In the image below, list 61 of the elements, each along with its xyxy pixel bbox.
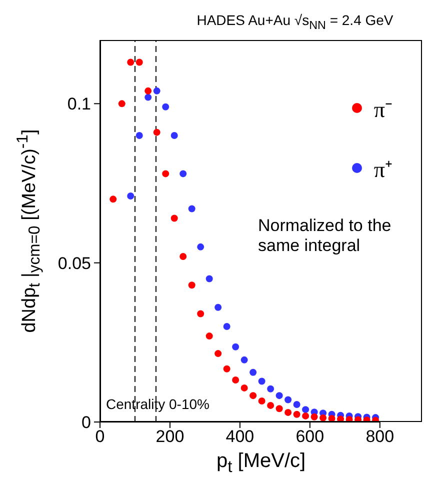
point <box>188 282 196 289</box>
point <box>240 384 248 392</box>
point <box>276 392 283 400</box>
point <box>258 378 266 385</box>
point <box>276 405 283 412</box>
point <box>188 205 196 212</box>
point <box>293 400 300 408</box>
point <box>144 94 152 101</box>
x-tick-label: 800 <box>366 427 394 446</box>
point <box>136 132 143 139</box>
point <box>284 396 292 404</box>
point <box>293 410 300 418</box>
point <box>153 128 160 136</box>
legend-label: π⁻ <box>374 96 392 123</box>
point <box>180 252 187 260</box>
point <box>240 356 248 364</box>
point <box>232 343 240 350</box>
legend-label: π⁺ <box>374 156 392 183</box>
point <box>310 413 318 420</box>
point <box>170 214 178 222</box>
y-tick-label: 0.1 <box>67 94 91 114</box>
point <box>214 304 222 311</box>
point <box>302 406 310 414</box>
point <box>197 243 204 250</box>
point <box>302 412 310 420</box>
x-tick-label: 200 <box>156 427 184 446</box>
point <box>180 170 187 178</box>
point <box>162 170 170 178</box>
point <box>250 368 257 376</box>
point <box>170 132 178 139</box>
point <box>206 332 213 340</box>
point <box>320 414 327 422</box>
point <box>337 416 344 422</box>
point <box>144 87 152 94</box>
point <box>267 402 274 409</box>
point <box>153 87 160 94</box>
point <box>127 58 134 66</box>
point <box>232 376 240 384</box>
point <box>284 408 292 416</box>
y-tick-label: 0.05 <box>58 254 91 273</box>
point <box>206 275 213 282</box>
point <box>250 392 257 400</box>
point <box>110 196 117 203</box>
x-tick-label: 600 <box>296 427 324 446</box>
point <box>223 365 230 372</box>
point <box>197 310 204 318</box>
annotation: Centrality 0-10% <box>106 396 210 412</box>
point <box>127 192 134 200</box>
point <box>258 397 266 404</box>
chart-title: HADES Au+Au √s$_{NN}$ = 2.4 GeV <box>196 12 394 32</box>
point <box>214 350 222 358</box>
x-tick-label: 400 <box>226 427 254 446</box>
y-tick-label: 0 <box>82 413 91 432</box>
annotation: Normalized to the same integral <box>258 216 392 255</box>
point <box>118 100 126 108</box>
point <box>267 385 274 392</box>
point <box>223 323 230 330</box>
x-tick-label: 0 <box>95 427 105 446</box>
point <box>162 103 170 110</box>
point <box>136 58 143 66</box>
x-axis-title: p$_{t}$ [MeV/c] <box>216 450 306 476</box>
